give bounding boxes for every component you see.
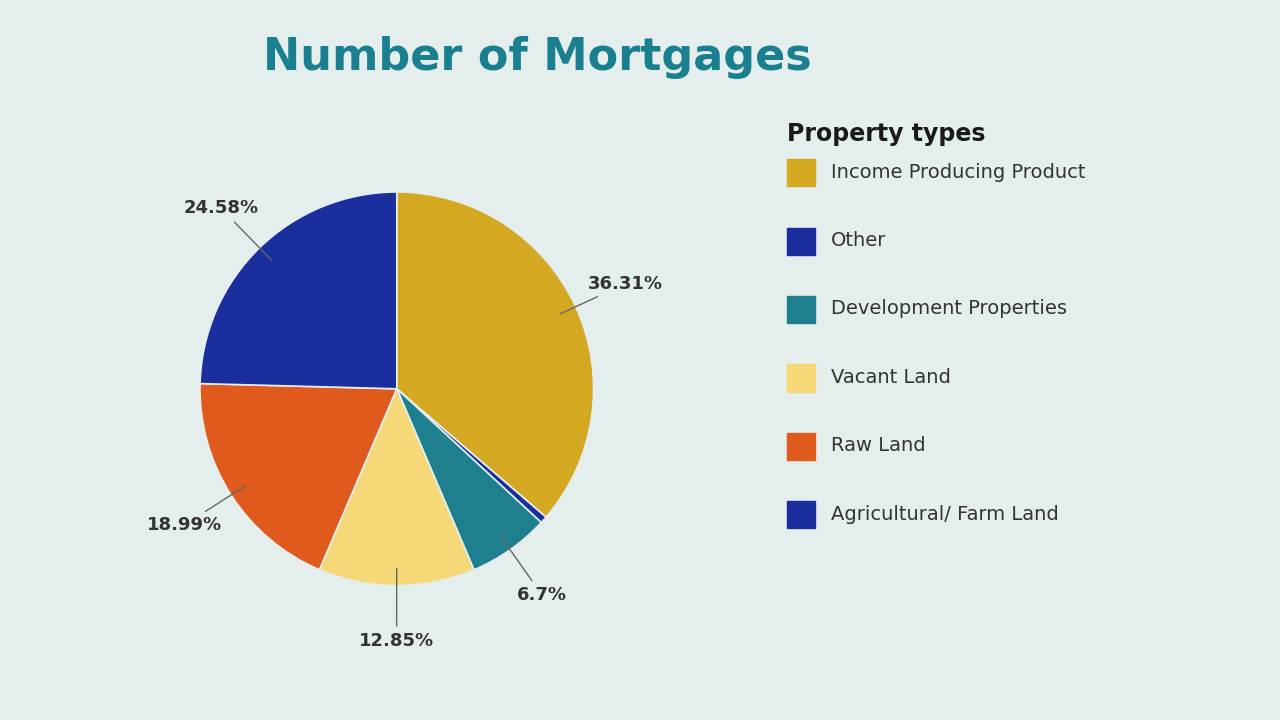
Wedge shape: [200, 384, 397, 570]
Text: Agricultural/ Farm Land: Agricultural/ Farm Land: [831, 505, 1059, 523]
Text: 18.99%: 18.99%: [147, 486, 246, 534]
Text: 6.7%: 6.7%: [500, 536, 567, 604]
Text: Development Properties: Development Properties: [831, 300, 1066, 318]
Wedge shape: [320, 389, 474, 585]
Text: 36.31%: 36.31%: [561, 275, 663, 314]
Text: Income Producing Product: Income Producing Product: [831, 163, 1085, 181]
Wedge shape: [397, 389, 547, 523]
Wedge shape: [397, 192, 594, 517]
Text: 24.58%: 24.58%: [183, 199, 271, 260]
Text: Raw Land: Raw Land: [831, 436, 925, 455]
Text: 12.85%: 12.85%: [360, 569, 434, 649]
Text: Number of Mortgages: Number of Mortgages: [264, 36, 812, 79]
Wedge shape: [397, 389, 541, 570]
Text: Property types: Property types: [787, 122, 986, 146]
Wedge shape: [200, 192, 397, 389]
Text: Vacant Land: Vacant Land: [831, 368, 951, 387]
Text: Other: Other: [831, 231, 886, 250]
